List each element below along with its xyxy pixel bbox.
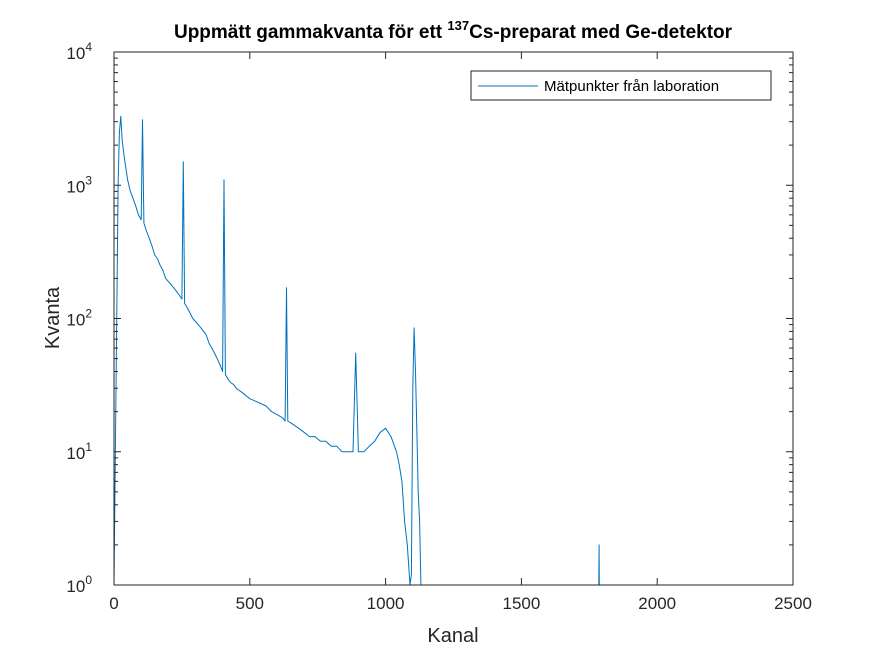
y-tick-label: 104 [66, 40, 92, 63]
x-tick-label: 500 [236, 594, 264, 613]
y-tick-label: 102 [66, 307, 92, 330]
x-tick-label: 1500 [502, 594, 540, 613]
x-tick-label: 0 [109, 594, 118, 613]
axes-layer: 0 500 1000 1500 2000 2500 100 101 102 103 104 [66, 40, 812, 613]
title-superscript: 137 [447, 18, 469, 33]
x-tick-label: 1000 [367, 594, 405, 613]
series-layer [113, 115, 600, 586]
series-line-0 [113, 115, 600, 586]
legend: Mätpunkter från laboration [470, 70, 772, 101]
chart-title: Uppmätt gammakvanta för ett 137Cs-prepar… [174, 18, 733, 43]
x-axis-label: Kanal [427, 625, 478, 647]
y-tick-label: 103 [66, 173, 92, 196]
y-tick-label: 100 [66, 573, 92, 596]
plot-area [114, 52, 793, 585]
legend-label: Mätpunkter från laboration [544, 78, 719, 95]
x-tick-label: 2500 [774, 594, 812, 613]
x-tick-label: 2000 [638, 594, 676, 613]
y-axis-label: Kvanta [42, 286, 64, 349]
y-tick-label: 101 [66, 440, 92, 463]
